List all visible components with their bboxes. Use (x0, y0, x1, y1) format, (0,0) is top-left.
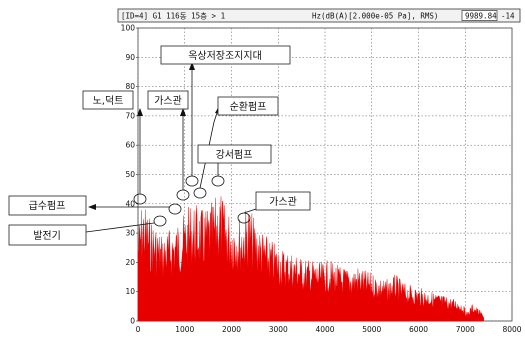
y-tick-label: 60 (125, 141, 135, 150)
annotation-label: 발전기 (33, 230, 61, 242)
arrow-head (88, 204, 96, 210)
annotation-box: 가스관 (255, 191, 311, 211)
x-tick-label: 6000 (409, 325, 428, 334)
x-tick-label: 5000 (362, 325, 381, 334)
header-right-text: Hz(dB(A)[2.000e-05 Pa], RMS) (312, 12, 438, 21)
annotation-label: 가스관 (154, 95, 182, 107)
y-tick-label: 0 (130, 317, 135, 326)
annotation-label: 노,덕트 (93, 95, 124, 107)
chart-header: [ID=4] G1 116동 15층 > 1 Hz(dB(A)[2.000e-0… (117, 8, 521, 23)
marker-circle (168, 203, 182, 215)
annotation-label: 강서펌프 (216, 149, 253, 161)
annotation-box: 순환펌프 (217, 96, 279, 116)
spectrum-area (137, 196, 485, 322)
spectrum-series (137, 196, 485, 322)
header-value-box (461, 10, 498, 21)
y-tick-label: 10 (125, 287, 135, 296)
header-bar (117, 8, 521, 23)
arrow-line (199, 109, 219, 189)
y-tick-label: 50 (125, 170, 135, 179)
y-tick-label: 80 (125, 82, 135, 91)
arrow-line (85, 222, 155, 233)
arrow-head (189, 62, 195, 70)
header-value-1: 9989.84 (465, 12, 497, 21)
annotation-boxes: 노,덕트 가스관 옥상저장조지지대 순환펌프 강서펌프 가스관 급수펌프 발전 (8, 45, 311, 246)
y-tick-label: 100 (121, 24, 136, 33)
x-axis-ticks: 0 1000 2000 3000 4000 5000 6000 7000 8000 (136, 325, 522, 334)
annotation-box: 옥상저장조지지대 (160, 45, 291, 65)
marker-circle (153, 215, 167, 227)
x-tick-label: 7000 (456, 325, 475, 334)
arrow-head (180, 108, 186, 116)
annotation-box: 강서펌프 (197, 144, 272, 164)
annotation-label: 순환펌프 (230, 101, 267, 113)
y-axis-ticks: 0 10 20 30 40 50 60 70 80 90 100 (121, 24, 138, 326)
y-tick-label: 90 (125, 53, 135, 62)
annotation-label: 급수펌프 (29, 200, 66, 212)
arrow-head (137, 108, 143, 116)
arrow-line (243, 208, 257, 214)
x-tick-label: 3000 (269, 325, 288, 334)
y-tick-label: 20 (125, 258, 135, 267)
x-tick-label: 4000 (315, 325, 334, 334)
y-tick-label: 30 (125, 229, 135, 238)
annotation-box: 발전기 (8, 224, 87, 246)
annotation-box: 노,덕트 (82, 90, 134, 110)
annotation-label: 옥상저장조지지대 (188, 50, 262, 62)
x-tick-label: 0 (136, 325, 141, 334)
header-left-text: [ID=4] G1 116동 15층 > 1 (121, 12, 225, 21)
y-tick-label: 70 (125, 111, 135, 120)
y-tick-label: 40 (125, 199, 135, 208)
annotation-box: 가스관 (147, 90, 189, 110)
x-tick-label: 2000 (222, 325, 241, 334)
x-tick-label: 1000 (175, 325, 194, 334)
annotation-markers (85, 66, 257, 233)
x-tick-label: 8000 (502, 325, 521, 334)
annotation-label: 가스관 (269, 196, 297, 208)
annotation-box: 급수펌프 (8, 195, 87, 216)
header-value-2: -14 (501, 12, 515, 21)
